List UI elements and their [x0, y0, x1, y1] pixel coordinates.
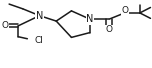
Text: O: O	[121, 6, 128, 15]
Text: N: N	[86, 14, 93, 24]
Text: N: N	[36, 11, 43, 21]
Text: O: O	[106, 25, 113, 34]
Text: Cl: Cl	[34, 36, 43, 45]
Text: O: O	[2, 21, 9, 30]
